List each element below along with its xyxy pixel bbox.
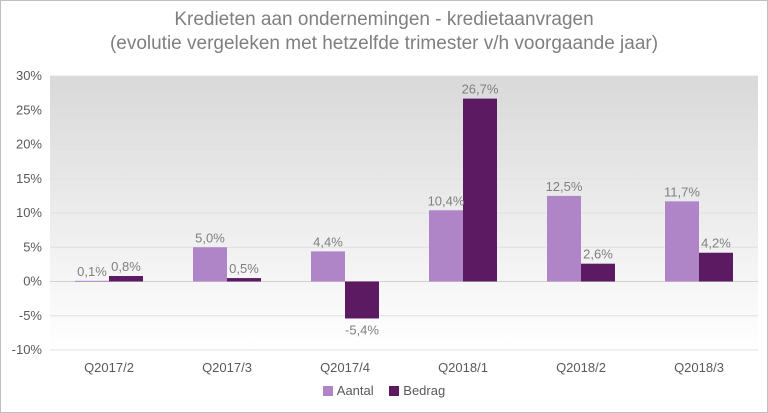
x-tick-label: Q2018/3	[674, 360, 724, 375]
bar-bedrag-Q2017-2	[109, 276, 143, 282]
bar-aantal-Q2017-2	[75, 280, 109, 282]
bar-aantal-Q2017-3	[193, 247, 227, 282]
y-tick-label: 10%	[16, 205, 42, 220]
legend-label-bedrag: Bedrag	[403, 383, 446, 398]
data-label: 2,6%	[583, 247, 613, 262]
chart-title: Kredieten aan ondernemingen - kredietaan…	[174, 9, 594, 30]
y-tick-label: 25%	[16, 102, 42, 117]
x-tick-label: Q2017/2	[84, 360, 134, 375]
data-label: 10,4%	[428, 193, 465, 208]
legend-label-aantal: Aantal	[336, 383, 374, 398]
data-label: 4,4%	[313, 234, 343, 249]
x-tick-label: Q2018/1	[438, 360, 488, 375]
bar-bedrag-Q2018-1	[463, 98, 497, 282]
bar-bedrag-Q2018-2	[581, 263, 615, 282]
bar-bedrag-Q2017-3	[227, 278, 261, 282]
bar-aantal-Q2018-3	[665, 201, 699, 282]
y-tick-label: -5%	[19, 308, 43, 323]
data-label: 4,2%	[701, 236, 731, 251]
y-tick-label: -10%	[12, 342, 43, 357]
chart-title-block: Kredieten aan ondernemingen - kredietaan…	[0, 8, 768, 56]
chart-subtitle: (evolutie vergeleken met hetzelfde trime…	[109, 33, 659, 54]
data-label: 0,1%	[77, 264, 107, 279]
bar-bedrag-Q2018-3	[699, 252, 733, 282]
data-label: 12,5%	[546, 179, 583, 194]
data-label: 26,7%	[462, 82, 499, 97]
legend-swatch-bedrag	[389, 386, 400, 396]
data-label: 0,8%	[111, 259, 141, 274]
legend-swatch-aantal	[322, 386, 333, 396]
data-label: 11,7%	[664, 184, 700, 199]
bar-bedrag-Q2017-4	[345, 281, 379, 319]
data-label: 0,5%	[229, 261, 259, 276]
bar-aantal-Q2017-4	[311, 251, 345, 282]
y-tick-label: 15%	[16, 171, 42, 186]
legend-item-bedrag: Bedrag	[389, 383, 445, 398]
y-tick-label: 30%	[16, 68, 42, 83]
y-tick-label: 0%	[23, 274, 42, 289]
x-tick-label: Q2018/2	[556, 360, 606, 375]
y-tick-label: 5%	[23, 239, 42, 254]
y-tick-label: 20%	[16, 137, 42, 152]
legend-item-aantal: Aantal	[322, 383, 374, 398]
bar-aantal-Q2018-1	[429, 210, 463, 282]
x-tick-label: Q2017/3	[202, 360, 252, 375]
data-label: -5,4%	[345, 322, 379, 337]
x-tick-label: Q2017/4	[320, 360, 370, 375]
bar-aantal-Q2018-2	[547, 195, 581, 282]
data-label: 5,0%	[195, 230, 225, 245]
legend: Aantal Bedrag	[0, 383, 768, 398]
